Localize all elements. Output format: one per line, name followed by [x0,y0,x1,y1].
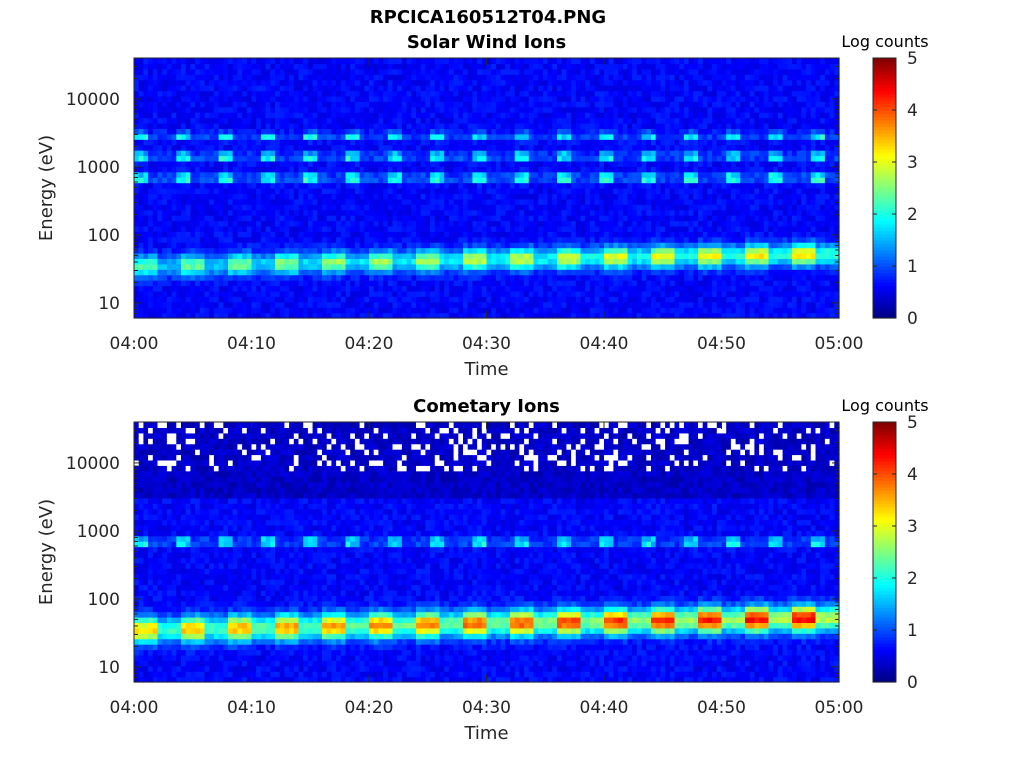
y-tick-label-1-1: 100 [88,590,120,610]
x-axis-label-1: Time [463,723,508,744]
y-axis-label-1: Energy (eV) [36,499,57,605]
x-tick-label-0-1: 04:10 [227,334,276,354]
x-tick-label-0-6: 05:00 [815,334,864,354]
y-axis-label-0: Energy (eV) [36,135,57,241]
colorbar-tick-label-0-1: 1 [907,257,918,277]
x-tick-label-1-0: 04:00 [110,698,159,718]
y-tick-label-1-0: 10 [98,658,120,678]
colorbar-label-1: Log counts [841,396,928,415]
colorbar-tick-label-0-4: 4 [907,101,918,121]
colorbar-tick-label-1-0: 0 [907,673,918,693]
y-tick-label-0-1: 100 [88,226,120,246]
panel-title-1: Cometary Ions [413,396,560,417]
x-tick-label-0-3: 04:30 [462,334,511,354]
colorbar-tick-label-1-1: 1 [907,621,918,641]
panel-title-0: Solar Wind Ions [407,32,566,53]
y-tick-label-0-3: 10000 [66,90,120,110]
spectrogram-1 [134,422,840,683]
colorbar-tick-label-0-5: 5 [907,49,918,69]
colorbar-label-0: Log counts [841,32,928,51]
colorbar-tick-label-1-2: 2 [907,569,918,589]
x-tick-label-1-5: 04:50 [697,698,746,718]
x-tick-label-1-6: 05:00 [815,698,864,718]
figure-title: RPCICA160512T04.PNG [0,7,976,28]
colorbar-tick-label-1-4: 4 [907,465,918,485]
x-tick-label-0-5: 04:50 [697,334,746,354]
y-tick-label-0-2: 1000 [77,158,120,178]
y-tick-label-0-0: 10 [98,294,120,314]
x-tick-label-0-0: 04:00 [110,334,159,354]
panel-0: Solar Wind Ions 04:00 04:10 04:20 04:30 04:40… [36,32,929,380]
x-tick-label-1-3: 04:30 [462,698,511,718]
colorbar-tick-label-0-3: 3 [907,153,918,173]
colorbar-tick-label-0-2: 2 [907,205,918,225]
x-tick-label-0-2: 04:20 [345,334,394,354]
colorbar-tick-label-1-3: 3 [907,517,918,537]
y-tick-label-1-2: 1000 [77,522,120,542]
x-tick-label-1-1: 04:10 [227,698,276,718]
y-tick-label-1-3: 10000 [66,454,120,474]
spectrogram-0 [134,58,840,319]
colorbar-tick-label-0-0: 0 [907,309,918,329]
x-tick-label-0-4: 04:40 [580,334,629,354]
x-tick-label-1-4: 04:40 [580,698,629,718]
x-tick-label-1-2: 04:20 [345,698,394,718]
x-axis-label-0: Time [463,359,508,380]
colorbar-tick-label-1-5: 5 [907,413,918,433]
